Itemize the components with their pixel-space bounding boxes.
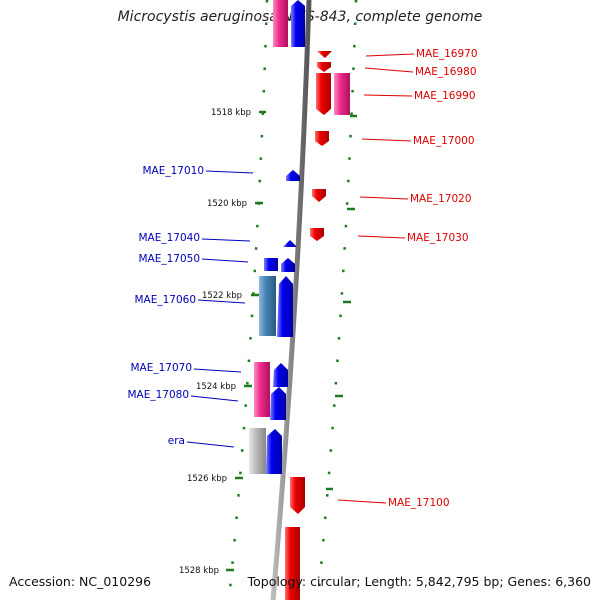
accession-text: Accession: NC_010296 [9, 574, 152, 589]
grey-feature-era[interactable] [249, 428, 266, 474]
gene-label[interactable]: MAE_17050 [138, 253, 200, 265]
reverse-gene-mae-17030[interactable] [310, 228, 324, 241]
scale-labels: 1518 kbp 1520 kbp 1522 kbp 1524 kbp 1526… [179, 108, 251, 576]
left-label-connectors [186, 170, 254, 448]
forward-gene-mae-17060[interactable] [277, 276, 293, 337]
gene-label[interactable]: MAE_17060 [134, 294, 196, 306]
scale-label: 1518 kbp [211, 108, 251, 118]
scale-label: 1522 kbp [202, 291, 242, 301]
gene-label[interactable]: MAE_17070 [130, 362, 192, 374]
gene-label[interactable]: MAE_17080 [127, 389, 189, 401]
forward-gene-mae-17080[interactable] [270, 387, 286, 420]
reverse-gene-lower[interactable] [285, 527, 300, 600]
forward-gene-mae-17050b[interactable] [281, 258, 295, 272]
gene-label[interactable]: MAE_17010 [142, 165, 204, 177]
right-label-connectors [337, 53, 415, 504]
gene-label[interactable]: MAE_17000 [413, 135, 475, 147]
forward-gene-era[interactable] [266, 429, 282, 474]
gene-label[interactable]: MAE_17020 [410, 193, 472, 205]
forward-gene-mae-17070[interactable] [273, 363, 288, 387]
scale-label: 1524 kbp [196, 382, 236, 392]
topology-text: Topology: circular; Length: 5,842,795 bp… [247, 574, 591, 589]
reverse-gene-mae-16990[interactable] [316, 73, 331, 115]
reverse-gene-mae-16980[interactable] [317, 62, 331, 72]
forward-gene-mae-17040[interactable] [283, 240, 297, 247]
gene-label[interactable]: MAE_16990 [414, 90, 476, 102]
forward-gene-mae-17050a[interactable] [264, 258, 278, 271]
reverse-gene-mae-16970[interactable] [317, 51, 332, 58]
scale-label: 1520 kbp [207, 199, 247, 209]
pink-feature-mae-17070[interactable] [254, 362, 270, 417]
gene-label[interactable]: MAE_17030 [407, 232, 469, 244]
pink-feature-mae-16990[interactable] [334, 73, 350, 115]
scale-ticks [226, 110, 357, 572]
scale-label: 1526 kbp [187, 474, 227, 484]
steel-feature-mae-17060[interactable] [259, 276, 276, 336]
gene-label[interactable]: era [168, 435, 185, 447]
gene-label[interactable]: MAE_16980 [415, 66, 477, 78]
pink-feature-top[interactable] [273, 0, 288, 47]
gene-label[interactable]: MAE_17040 [138, 232, 200, 244]
reverse-gene-mae-17100[interactable] [290, 477, 305, 514]
reverse-gene-mae-17000[interactable] [315, 131, 329, 146]
scale-label: 1528 kbp [179, 566, 219, 576]
reverse-gene-mae-17020[interactable] [312, 189, 326, 202]
gene-label[interactable]: MAE_17100 [388, 497, 450, 509]
gene-label[interactable]: MAE_16970 [416, 48, 478, 60]
left-gene-labels: MAE_17010 MAE_17040 MAE_17050 MAE_17060 … [127, 165, 204, 447]
forward-gene-mae-17010[interactable] [286, 170, 300, 181]
genome-backbone [270, 0, 312, 600]
forward-gene-top[interactable] [291, 0, 305, 47]
right-gene-labels: MAE_16970 MAE_16980 MAE_16990 MAE_17000 … [388, 48, 478, 509]
